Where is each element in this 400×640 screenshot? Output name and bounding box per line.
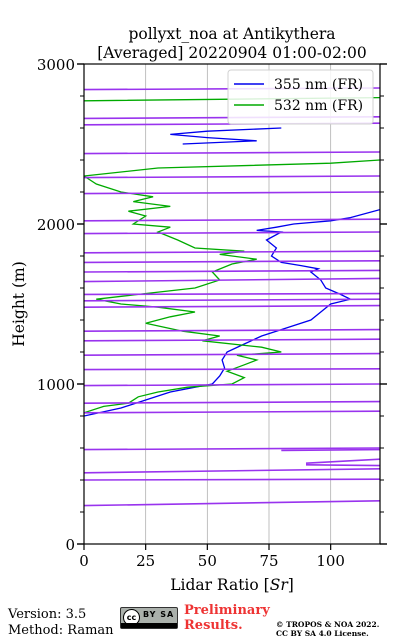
series-2-segment-19	[84, 260, 380, 264]
copyright-line1: © TROPOS & NOA 2022.	[276, 620, 380, 629]
series-2-segment-21	[84, 231, 380, 235]
series-2-segment-20	[84, 250, 380, 254]
series-line-0	[84, 127, 380, 417]
series-2-segment-24	[84, 175, 380, 179]
series-2-segment-3	[305, 464, 380, 467]
x-tick-label-2: 50	[198, 552, 217, 570]
series-2-segment-14	[84, 304, 380, 308]
legend-box	[227, 69, 374, 125]
plot-area	[84, 87, 380, 507]
x-tick-label-0: 0	[79, 552, 89, 570]
legend-label-1: 532 nm (FR)	[274, 98, 363, 114]
series-2-segment-18	[84, 269, 380, 273]
y-tick-label-1: 1000	[37, 376, 75, 394]
cc-by-sa-icon: BY SA	[143, 610, 175, 619]
series-2-segment-15	[84, 298, 380, 302]
series-2-segment-10	[84, 368, 380, 371]
series-2-segment-6	[84, 447, 380, 451]
method-text: Method: Raman	[8, 623, 114, 638]
plot-frame	[83, 63, 381, 545]
legend-label-0: 355 nm (FR)	[274, 77, 363, 93]
chart-title-line-2: [Averaged] 20220904 01:00-02:00	[97, 44, 367, 62]
y-axis-label: Height (m)	[10, 261, 28, 347]
x-tick-label-4: 100	[316, 552, 345, 570]
version-text: Version: 3.5	[8, 607, 87, 622]
series-line-1	[84, 96, 380, 414]
cc-badge-strip	[121, 623, 177, 628]
series-2-segment-9	[84, 383, 380, 387]
series-2-segment-4	[305, 458, 380, 464]
copyright-notice: © TROPOS & NOA 2022. CC BY SA 4.0 Licens…	[276, 620, 379, 638]
series-2-segment-1	[84, 478, 380, 481]
series-2-segment-12	[84, 338, 380, 342]
series-2-segment-2	[84, 468, 380, 474]
preliminary-line2: Results.	[184, 618, 243, 633]
series-2-segment-25	[84, 151, 380, 155]
series-2-segment-8	[84, 400, 380, 404]
series-2-segment-22	[84, 218, 380, 222]
version-info: Version: 3.5 Method: Raman	[8, 607, 114, 639]
x-tick-label-3: 75	[259, 552, 278, 570]
cc-license-badge: cc BY SA	[120, 607, 178, 629]
series-2-segment-5	[281, 448, 380, 452]
series-2-segment-0	[84, 500, 380, 507]
chart-title-line-1: pollyxt_noa at Antikythera	[128, 25, 335, 43]
lidar-ratio-chart: pollyxt_noa at Antikythera[Averaged] 202…	[10, 25, 387, 594]
series-2-segment-16	[84, 292, 380, 296]
preliminary-line1: Preliminary	[184, 603, 270, 618]
y-tick-label-0: 0	[65, 536, 75, 554]
series-2-segment-13	[84, 328, 380, 332]
y-tick-label-2: 2000	[37, 216, 75, 234]
x-tick-label-1: 25	[136, 552, 155, 570]
copyright-line2: CC BY SA 4.0 License.	[276, 629, 369, 638]
y-tick-label-3: 3000	[37, 56, 75, 74]
preliminary-notice: Preliminary Results.	[184, 603, 270, 633]
series-2-segment-23	[84, 191, 380, 195]
series-2-segment-11	[84, 352, 380, 356]
x-axis-label: Lidar Ratio [Sr]	[170, 576, 294, 594]
series-2-segment-17	[84, 277, 380, 283]
series-2-segment-7	[84, 410, 380, 414]
